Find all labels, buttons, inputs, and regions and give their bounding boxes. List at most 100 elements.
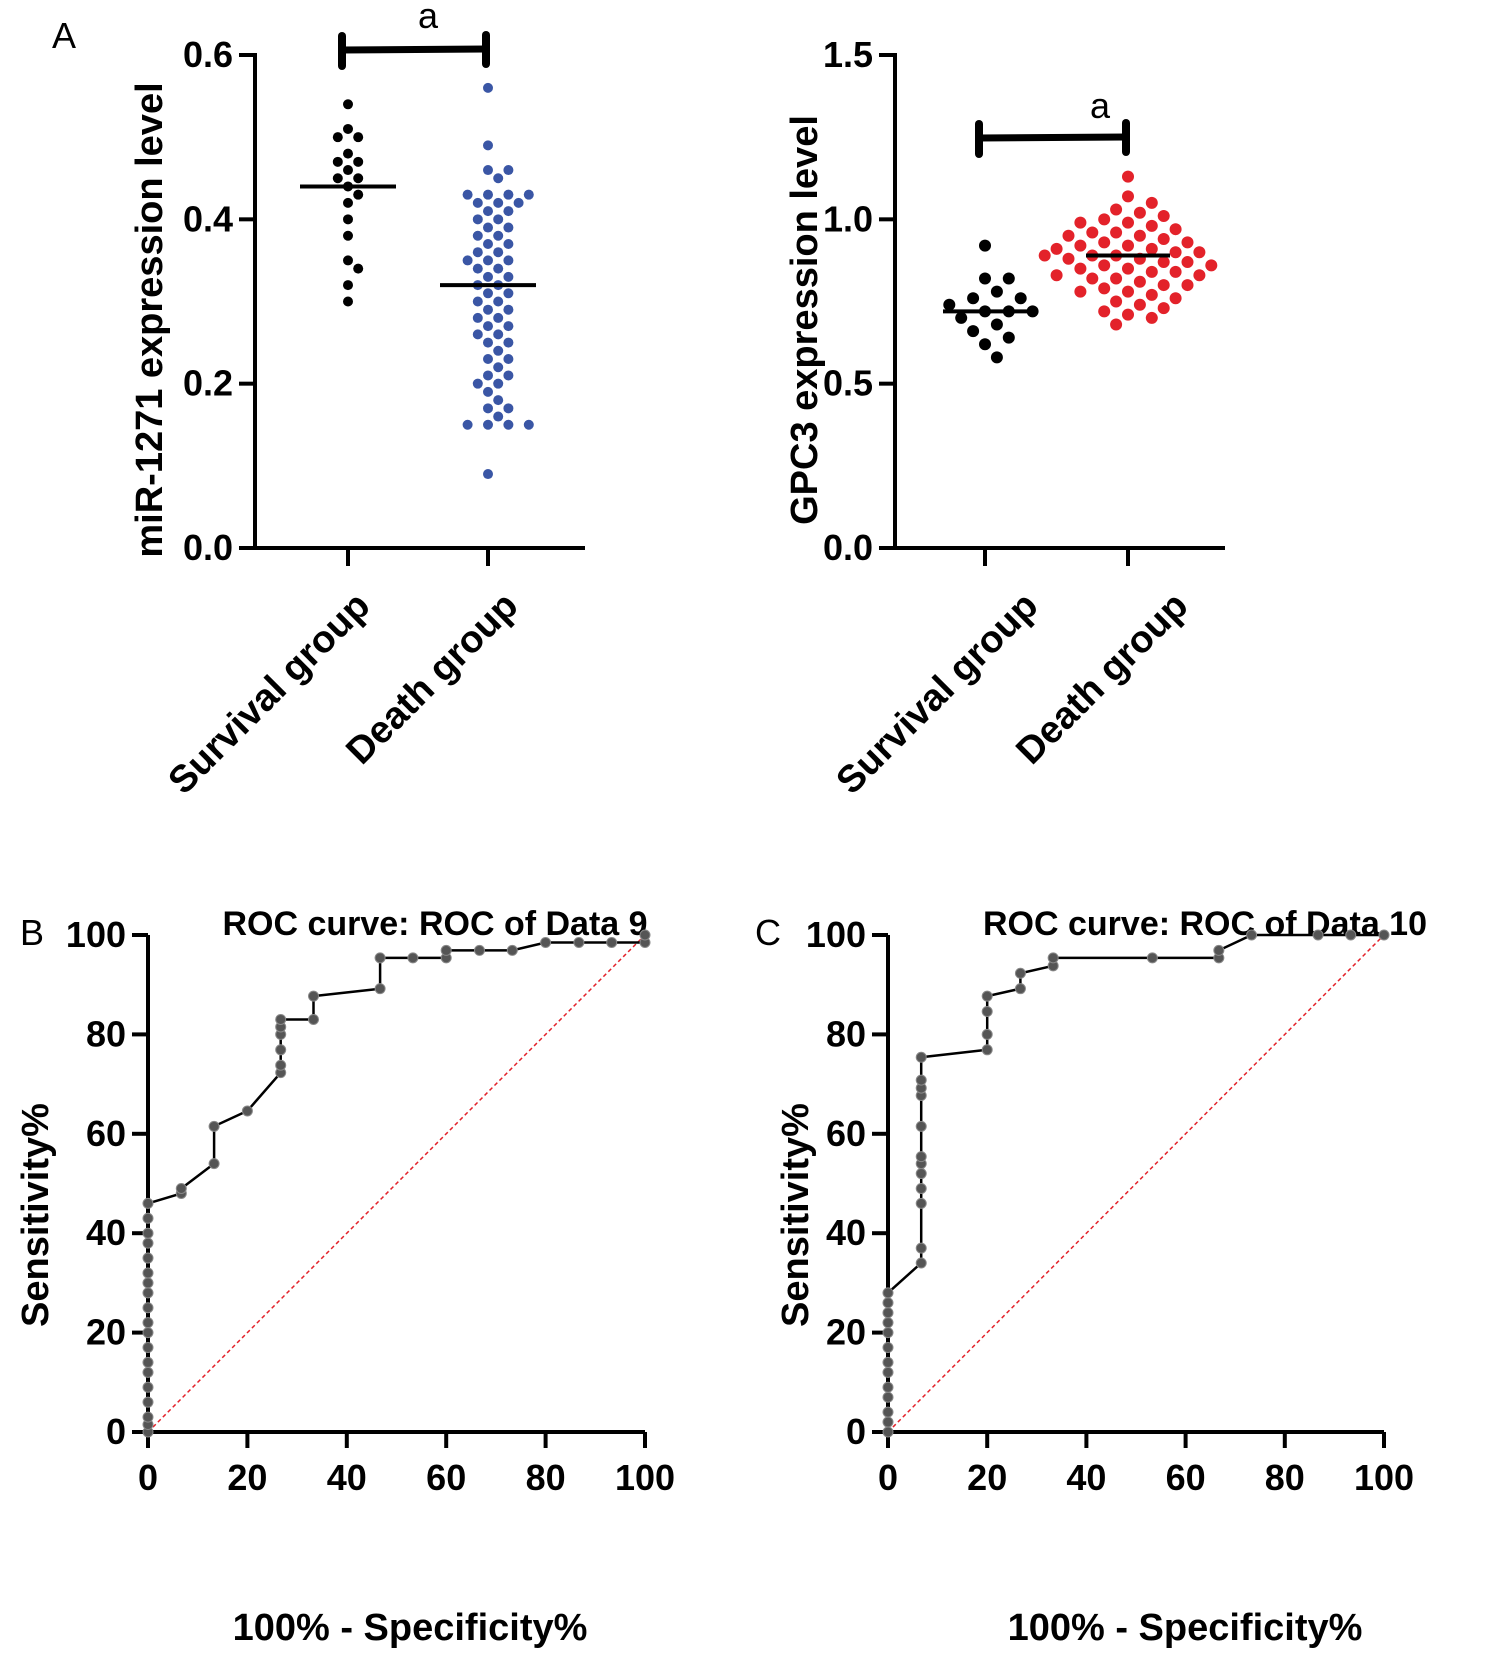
roc-data10-roc-point	[1146, 952, 1158, 964]
roc-data10-x-tick-label: 60	[1166, 1457, 1206, 1498]
gpc3-y-tick-label: 0.5	[823, 363, 873, 404]
roc-data9-roc-point	[142, 1267, 154, 1279]
mir1271-y-tick-label: 0.0	[183, 527, 233, 568]
roc-data10-roc-point	[882, 1327, 894, 1339]
mir1271-dot-death	[483, 370, 493, 381]
mir1271-dot-death	[493, 411, 504, 422]
roc-data9-x-tick-label: 0	[138, 1457, 158, 1498]
mir1271-dot-survival	[343, 123, 353, 134]
mir1271-dot-survival	[332, 132, 343, 143]
gpc3-dot-survival	[955, 311, 968, 324]
gpc3-dot-death	[1074, 262, 1087, 275]
roc-data9-roc-point	[374, 983, 386, 995]
gpc3-dot-death	[1122, 216, 1134, 229]
roc-data10-y-tick-label: 100	[806, 914, 866, 955]
mir1271-dot-survival	[343, 214, 353, 225]
gpc3-dot-death	[1074, 285, 1087, 298]
gpc3-dot-death	[1062, 229, 1075, 242]
gpc3-dot-death	[1145, 265, 1158, 278]
roc-data10-y-tick-label: 0	[846, 1411, 866, 1452]
roc-data9-roc-point	[142, 1227, 154, 1239]
roc-data9-roc-point	[142, 1366, 154, 1378]
roc-data10-roc-point	[915, 1242, 927, 1254]
gpc3-dot-survival	[943, 298, 956, 311]
mir1271-dot-death	[483, 419, 493, 430]
roc-data10-roc-point	[915, 1257, 927, 1269]
panel-letter-c: C	[755, 912, 781, 953]
gpc3-dot-death	[1133, 275, 1146, 288]
mir1271-dot-death	[493, 230, 504, 241]
roc-data10-roc-point	[882, 1342, 894, 1354]
gpc3-significance-label: a	[1090, 85, 1111, 126]
mir1271-dot-death	[472, 312, 483, 323]
gpc3-dot-death	[1169, 223, 1182, 236]
roc-data9-roc-point	[142, 1237, 154, 1249]
roc-data10-roc-point	[915, 1151, 927, 1163]
mir1271-dot-death	[483, 222, 493, 233]
mir1271-dot-death	[483, 165, 493, 176]
roc-data9-roc-point	[142, 1252, 154, 1264]
roc-data9-roc-point	[540, 936, 552, 948]
gpc3-dot-death	[1050, 242, 1063, 255]
mir1271-y-tick-label: 0.6	[183, 34, 233, 75]
gpc3-dot-death	[1145, 311, 1158, 324]
roc-data10-roc-point	[1213, 944, 1225, 956]
mir1271-dot-death	[493, 345, 504, 356]
gpc3-dot-death	[1169, 292, 1182, 305]
roc-data10-roc-point	[882, 1366, 894, 1378]
mir1271-dot-survival	[343, 280, 353, 291]
mir1271-dot-death	[493, 312, 504, 323]
roc-data9-roc-point	[275, 1013, 287, 1025]
gpc3-dot-survival	[1002, 272, 1015, 285]
mir1271-dot-death	[483, 288, 493, 299]
roc-data9-x-tick-label: 40	[327, 1457, 367, 1498]
roc-data10-y-tick-label: 40	[826, 1212, 866, 1253]
mir1271-dot-death	[483, 206, 493, 217]
mir1271-dot-survival	[343, 99, 353, 110]
mir1271-dot-survival	[353, 263, 364, 274]
gpc3-dot-death	[1098, 236, 1111, 249]
gpc3-y-axis-title: GPC3 expression level	[784, 115, 826, 525]
roc-data10-roc-point	[981, 1044, 993, 1056]
mir1271-dot-death	[483, 304, 493, 315]
mir1271-dot-death	[503, 354, 514, 365]
roc-data9-x-tick-label: 80	[526, 1457, 566, 1498]
roc-data9-y-axis-title: Sensitivity%	[15, 1103, 57, 1327]
mir1271-dot-death	[462, 189, 473, 200]
mir1271-dot-survival	[343, 148, 353, 159]
roc-data9-roc-point	[308, 990, 320, 1002]
mir1271-dot-death	[483, 82, 493, 93]
gpc3-dot-death	[1145, 219, 1158, 232]
gpc3-dot-death	[1181, 256, 1194, 269]
mir1271-y-tick-label: 0.4	[183, 198, 233, 239]
gpc3-dot-survival	[967, 292, 980, 305]
mir1271-dot-death	[462, 255, 473, 266]
roc-data9-roc-point	[275, 1059, 287, 1071]
mir1271-dot-death	[483, 354, 493, 365]
mir1271-dot-survival	[343, 255, 353, 266]
mir1271-dot-death	[462, 419, 473, 430]
roc-data9-roc-point	[142, 1197, 154, 1209]
gpc3-dot-survival	[990, 351, 1003, 364]
roc-data9-roc-point	[241, 1105, 253, 1117]
mir1271-dot-death	[472, 214, 483, 225]
roc-data9-roc-point	[407, 952, 419, 964]
roc-data9-roc-point	[142, 1356, 154, 1368]
roc-data10-roc-point	[1047, 952, 1059, 964]
roc-data10-x-tick-label: 20	[967, 1457, 1007, 1498]
roc-data10-roc-point	[882, 1391, 894, 1403]
roc-data9-roc-point	[142, 1317, 154, 1329]
gpc3-dot-death	[1074, 216, 1087, 229]
gpc3-dot-death	[1157, 279, 1170, 292]
gpc3-dot-death	[1205, 259, 1218, 272]
mir1271-dot-death	[503, 165, 514, 176]
roc-data10-roc-point	[915, 1197, 927, 1209]
gpc3-dot-survival	[990, 318, 1003, 331]
mir1271-dot-death	[483, 337, 493, 348]
roc-data9-roc-point	[440, 944, 452, 956]
gpc3-dot-death	[1122, 170, 1134, 183]
mir1271-dot-death	[483, 140, 493, 151]
gpc3-dot-death	[1110, 203, 1123, 216]
mir1271-dot-survival	[343, 296, 353, 307]
